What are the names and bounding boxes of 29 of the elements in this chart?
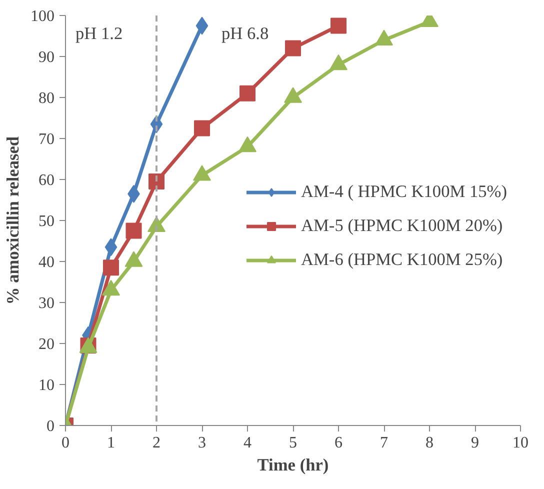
x-tick-label: 10 xyxy=(512,434,528,452)
y-tick-label: 10 xyxy=(38,377,54,394)
legend-label: AM-5 (HPMC K100M 20%) xyxy=(301,216,503,236)
legend-label: AM-4 ( HPMC K100M 15%) xyxy=(301,182,508,202)
y-tick-label: 100 xyxy=(30,8,54,25)
y-tick-label: 90 xyxy=(38,49,54,66)
annotation: pH 6.8 xyxy=(222,24,269,43)
y-tick-label: 40 xyxy=(38,254,54,271)
x-axis-title: Time (hr) xyxy=(257,456,329,474)
x-tick-label: 9 xyxy=(471,434,479,452)
y-tick-label: 30 xyxy=(38,295,54,312)
x-tick-label: 7 xyxy=(380,434,388,452)
annotation: pH 1.2 xyxy=(76,24,123,43)
legend-label: AM-6 (HPMC K100M 25%) xyxy=(301,250,503,270)
x-tick-label: 0 xyxy=(62,434,70,452)
x-tick-label: 2 xyxy=(152,434,160,452)
x-tick-label: 3 xyxy=(198,434,206,452)
y-axis-title: % amoxicillin released xyxy=(4,136,22,305)
y-tick-label: 20 xyxy=(38,336,54,353)
y-tick-label: 0 xyxy=(46,418,54,435)
x-tick-label: 1 xyxy=(107,434,115,452)
y-tick-label: 60 xyxy=(38,172,54,189)
x-tick-label: 5 xyxy=(289,434,297,452)
y-tick-label: 80 xyxy=(38,90,54,107)
y-tick-label: 70 xyxy=(38,131,54,148)
y-tick-label: 50 xyxy=(38,213,54,230)
x-tick-label: 6 xyxy=(334,434,342,452)
x-tick-label: 4 xyxy=(244,434,252,452)
x-tick-label: 8 xyxy=(426,434,434,452)
